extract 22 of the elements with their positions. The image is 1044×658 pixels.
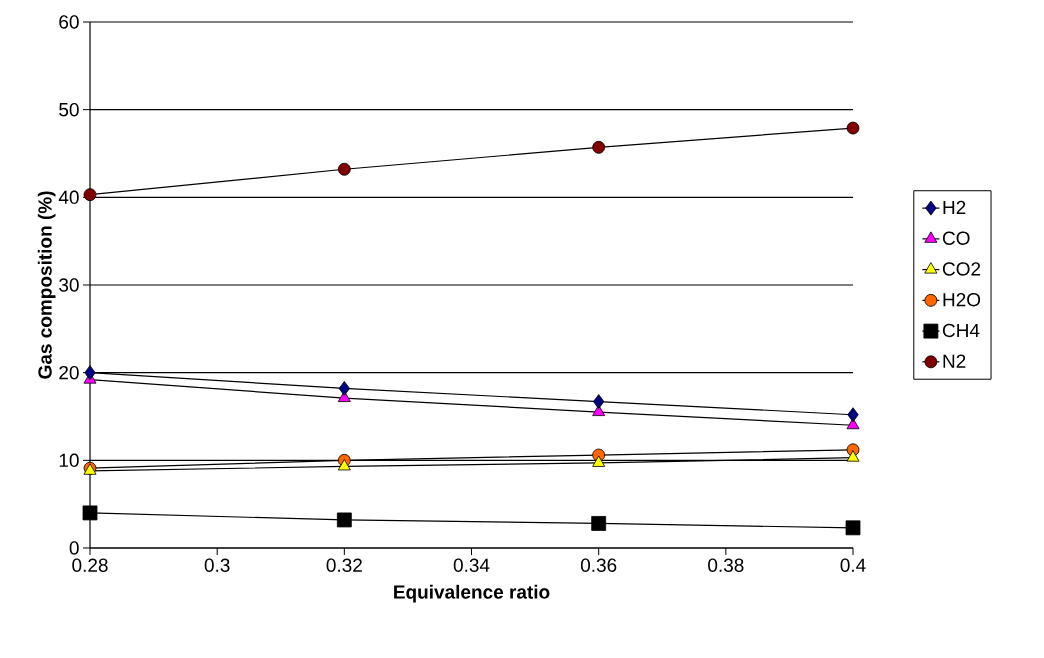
y-tick-label: 50 — [59, 102, 79, 117]
x-tick-label: 0.38 — [708, 558, 744, 572]
y-tick-label: 20 — [59, 365, 79, 380]
legend-label: N2 — [943, 354, 966, 368]
y-tick-label: 60 — [59, 15, 79, 29]
x-axis-title: Equivalence ratio — [394, 584, 550, 603]
x-tick-label: 0.28 — [72, 558, 108, 572]
x-tick-label: 0.3 — [204, 558, 230, 572]
y-tick-label: 10 — [59, 453, 79, 468]
legend-label: CO2 — [942, 262, 981, 276]
x-tick-label: 0.34 — [453, 558, 490, 572]
legend-label: CO — [942, 231, 970, 245]
legend-label: CH4 — [942, 323, 980, 338]
y-axis-title: Gas composition (%) — [37, 191, 56, 379]
legend-label: H2 — [943, 200, 966, 215]
legend-label: H2O — [943, 292, 981, 307]
y-tick-label: 0 — [69, 541, 79, 555]
y-tick-label: 30 — [59, 278, 79, 292]
x-tick-label: 0.32 — [326, 558, 362, 572]
x-tick-label: 0.36 — [580, 558, 617, 572]
x-tick-label: 0.4 — [840, 558, 866, 572]
y-tick-label: 40 — [58, 190, 79, 205]
